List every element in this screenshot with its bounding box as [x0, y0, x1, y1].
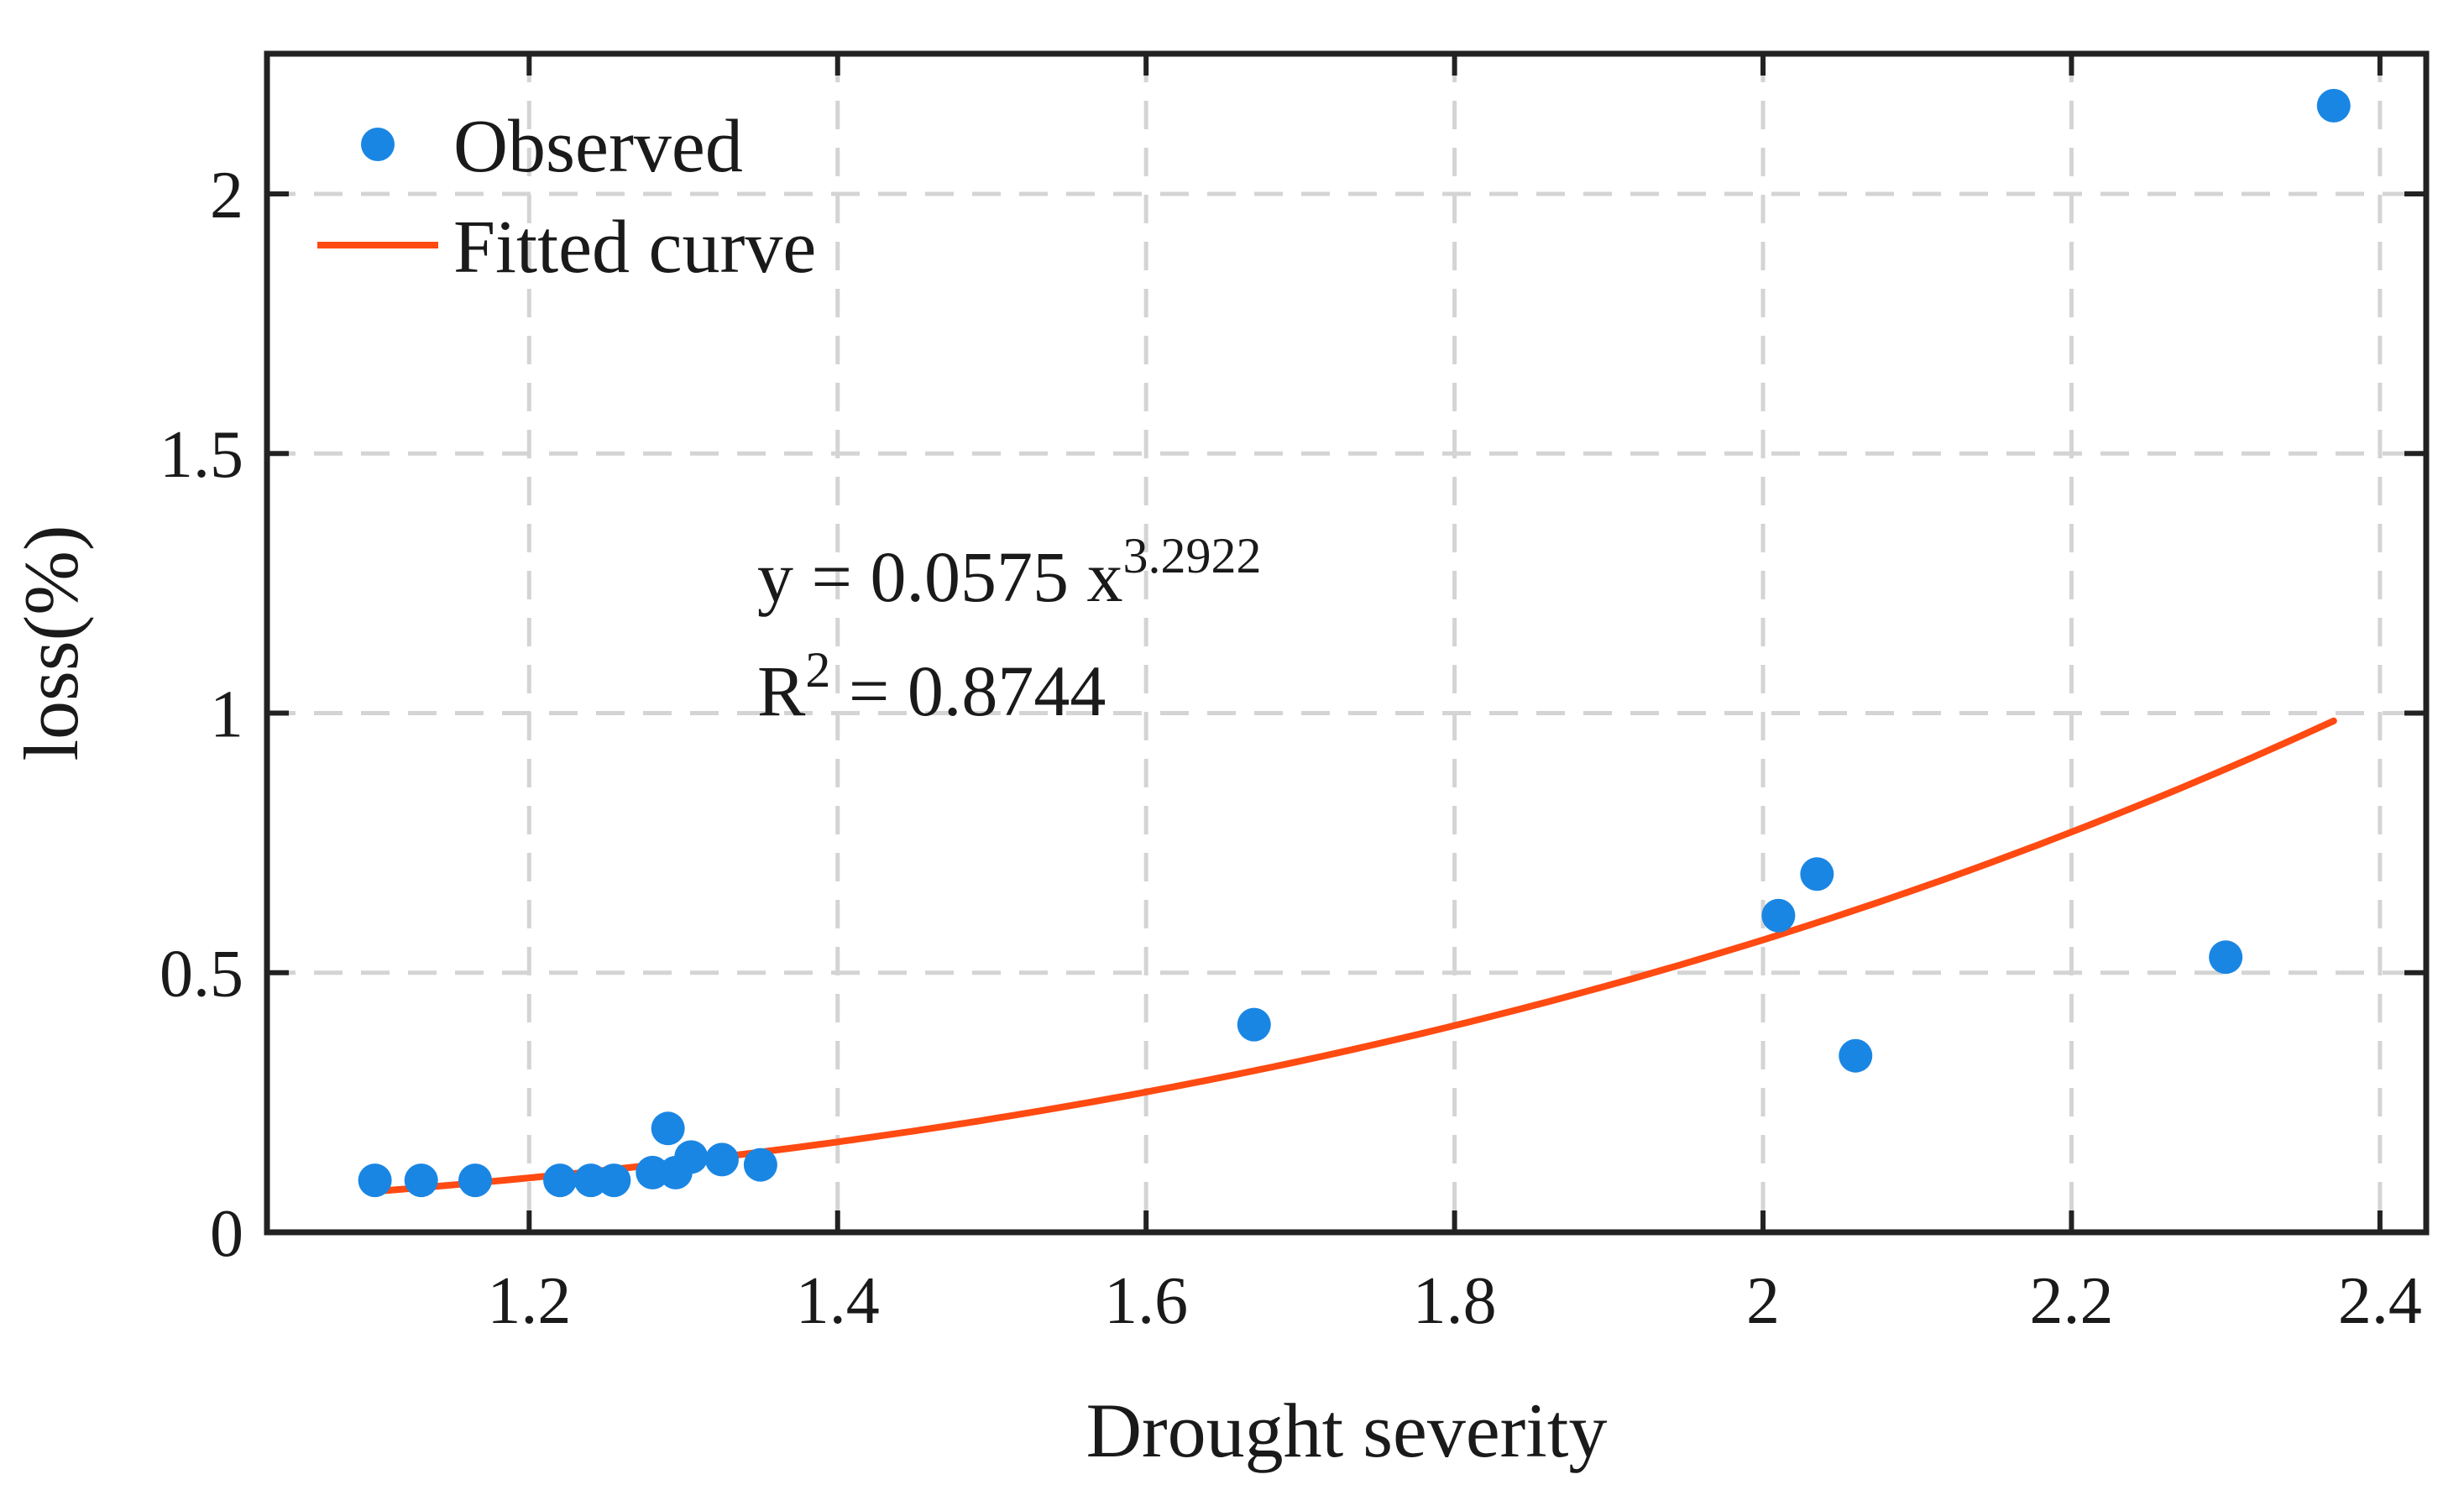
observed-point-6 — [636, 1155, 670, 1189]
x-axis-title: Drought severity — [1086, 1388, 1608, 1473]
x-tick-label-4: 2 — [1746, 1264, 1780, 1338]
x-tick-label-2: 1.6 — [1104, 1264, 1188, 1338]
legend-label-observed: Observed — [453, 105, 743, 188]
x-tick-label-6: 2.4 — [2338, 1264, 2422, 1338]
y-tick-label-4: 2 — [210, 159, 243, 233]
x-tick-label-3: 1.8 — [1413, 1264, 1497, 1338]
fit-annotation: y = 0.0575 x3.2922 R2 = 0.8744 — [757, 528, 1262, 731]
observed-point-1 — [404, 1163, 438, 1198]
x-tick-label-0: 1.2 — [487, 1264, 571, 1338]
observed-point-17 — [2316, 88, 2351, 123]
grid-lines — [267, 54, 2426, 1232]
x-tick-label-1: 1.4 — [796, 1264, 880, 1338]
y-tick-label-3: 1.5 — [160, 418, 243, 492]
observed-point-4 — [573, 1163, 608, 1198]
observed-point-15 — [1839, 1038, 1873, 1073]
r2-base: R — [757, 651, 806, 731]
observed-point-12 — [1237, 1007, 1271, 1042]
y-tick-label-1: 0.5 — [160, 938, 243, 1012]
r2-exponent: 2 — [805, 642, 830, 698]
legend: Observed Fitted curve — [317, 105, 816, 289]
y-tick-labels: 0 0.5 1 1.5 2 — [160, 159, 243, 1271]
r2-value: = 0.8744 — [830, 651, 1106, 731]
r-squared-text: R2 = 0.8744 — [757, 642, 1106, 731]
x-tick-label-5: 2.2 — [2029, 1264, 2113, 1338]
observed-point-16 — [2209, 940, 2243, 975]
observed-points-layer — [358, 88, 2351, 1198]
observed-point-9 — [674, 1140, 709, 1174]
plot-frame — [264, 50, 2430, 1236]
observed-point-5 — [597, 1163, 631, 1198]
equation-exponent: 3.2922 — [1123, 528, 1262, 583]
observed-point-0 — [358, 1163, 392, 1198]
observed-point-14 — [1800, 857, 1834, 891]
y-tick-label-2: 1 — [210, 677, 243, 751]
observed-point-3 — [543, 1163, 578, 1198]
y-tick-label-0: 0 — [210, 1197, 243, 1271]
observed-point-11 — [743, 1148, 777, 1182]
equation-base: y = 0.0575 x — [757, 536, 1123, 617]
equation-text: y = 0.0575 x3.2922 — [757, 528, 1262, 617]
observed-point-10 — [704, 1142, 739, 1177]
observed-point-2 — [458, 1163, 493, 1198]
x-tick-labels: 1.2 1.4 1.6 1.8 2 2.2 2.4 — [487, 1264, 2422, 1338]
y-axis-title: loss(%) — [8, 525, 94, 761]
legend-marker-observed — [361, 128, 395, 161]
legend-label-fitted: Fitted curve — [453, 206, 816, 289]
observed-point-7 — [651, 1111, 685, 1146]
tick-marks — [267, 54, 2426, 1235]
observed-point-13 — [1761, 898, 1796, 933]
